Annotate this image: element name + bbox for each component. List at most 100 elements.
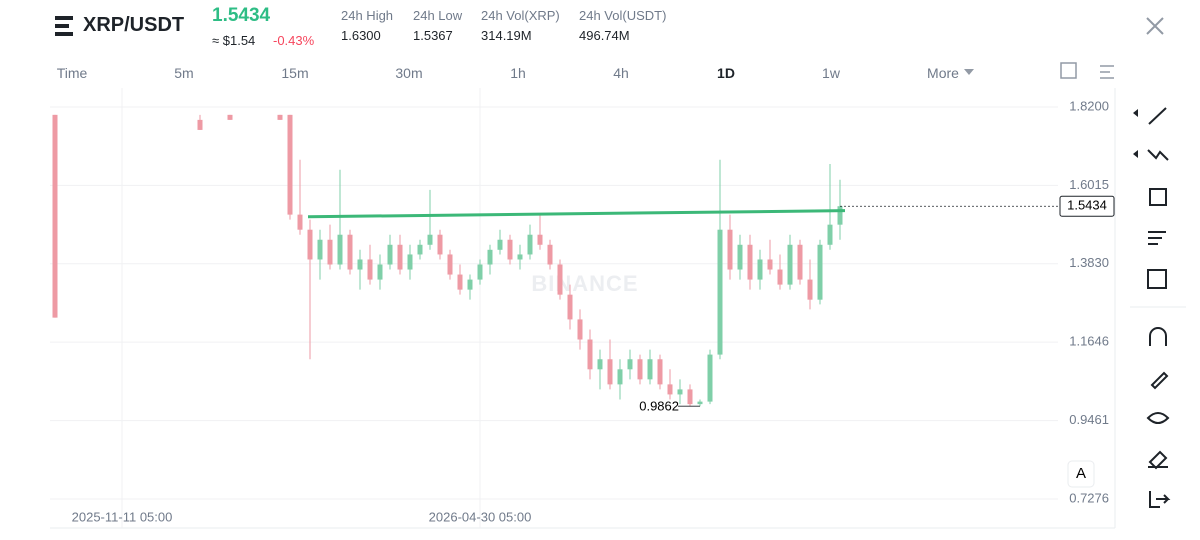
stat-label: 24h High bbox=[341, 8, 394, 23]
exit-tool[interactable] bbox=[1149, 491, 1171, 508]
candle-body bbox=[52, 114, 58, 318]
stat-label: 24h Vol(USDT) bbox=[579, 8, 667, 23]
candle-body bbox=[697, 401, 703, 405]
candle-body bbox=[497, 239, 503, 250]
candle-body bbox=[327, 239, 333, 265]
candle-body bbox=[717, 229, 723, 355]
candle-body bbox=[617, 369, 623, 385]
candle-body bbox=[357, 259, 363, 270]
fib-tool[interactable] bbox=[1147, 149, 1169, 161]
y-tick-label: 1.8200 bbox=[1069, 98, 1109, 113]
candle-body bbox=[767, 259, 773, 270]
trend-line-tool[interactable] bbox=[1148, 107, 1167, 125]
candle-body bbox=[557, 264, 563, 295]
low-marker-label: 0.9862 bbox=[639, 399, 679, 414]
timeframe-tab[interactable]: 1D bbox=[717, 65, 735, 81]
y-tick-label: 0.9461 bbox=[1069, 412, 1109, 427]
pencil-tool[interactable] bbox=[1150, 371, 1169, 390]
candle-body bbox=[227, 114, 233, 120]
price: 1.5434 bbox=[212, 5, 271, 26]
candle-body bbox=[647, 359, 653, 380]
candle-body bbox=[827, 224, 833, 245]
candle-body bbox=[457, 274, 463, 290]
candle-body bbox=[467, 279, 473, 290]
stat-label: 24h Vol(XRP) bbox=[481, 8, 560, 23]
candle-body bbox=[797, 244, 803, 280]
candle-body bbox=[757, 259, 763, 280]
y-tick-label: 1.1646 bbox=[1069, 334, 1109, 349]
auto-scale-label[interactable]: A bbox=[1076, 465, 1086, 482]
candle-body bbox=[547, 244, 553, 265]
candle-body bbox=[667, 384, 673, 395]
close-button[interactable] bbox=[1146, 17, 1164, 35]
y-tick-label: 1.3830 bbox=[1069, 255, 1109, 270]
timeframe-tab[interactable]: 15m bbox=[281, 65, 309, 81]
candle-body bbox=[787, 244, 793, 285]
text-tool[interactable] bbox=[1148, 231, 1166, 245]
candle-body bbox=[507, 239, 513, 260]
layout-button[interactable] bbox=[1060, 62, 1077, 79]
usd-price: ≈ $1.54 bbox=[212, 33, 256, 48]
stat-label: 24h Low bbox=[413, 8, 463, 23]
candle-body bbox=[317, 239, 323, 260]
tool-arrow bbox=[1133, 109, 1138, 158]
shape-tool[interactable] bbox=[1149, 188, 1167, 206]
candle-body bbox=[437, 234, 443, 255]
timeframe-tab[interactable]: 5m bbox=[174, 65, 194, 81]
eraser-tool[interactable] bbox=[1148, 450, 1168, 470]
stat-value: 1.5367 bbox=[413, 28, 453, 43]
stat-value: 496.74M bbox=[579, 28, 630, 43]
candle-body bbox=[627, 359, 633, 370]
candle-body bbox=[777, 269, 783, 285]
candle-body bbox=[347, 234, 353, 270]
measure-tool[interactable] bbox=[1147, 269, 1167, 289]
visibility-tool[interactable] bbox=[1146, 412, 1170, 424]
candle-body bbox=[477, 264, 483, 280]
candle-body bbox=[577, 319, 583, 340]
candle-body bbox=[197, 119, 203, 130]
candle-body bbox=[677, 389, 683, 395]
trend-line bbox=[307, 209, 846, 219]
candle-body bbox=[567, 294, 573, 320]
stat-value: 314.19M bbox=[481, 28, 532, 43]
timeframe-tab[interactable]: 1h bbox=[510, 65, 526, 81]
candle-body bbox=[817, 244, 823, 300]
logo bbox=[55, 16, 73, 36]
magnet-tool[interactable] bbox=[1149, 327, 1167, 346]
x-tick-label: 2025-11-11 05:00 bbox=[72, 509, 173, 524]
candle-body bbox=[367, 259, 373, 280]
candle-body bbox=[487, 249, 493, 265]
pair: XRP/USDT bbox=[83, 14, 185, 36]
candle-body bbox=[657, 359, 663, 385]
candle-body bbox=[727, 229, 733, 270]
candle-body bbox=[407, 254, 413, 270]
timeframe-tab[interactable]: 30m bbox=[395, 65, 423, 81]
y-tick-label: 0.7276 bbox=[1069, 490, 1109, 505]
candle-body bbox=[337, 234, 343, 265]
timeframe-tab[interactable]: Time bbox=[56, 65, 88, 81]
candle-body bbox=[307, 229, 313, 260]
timeframe-tab[interactable]: 4h bbox=[613, 65, 629, 81]
candle-body bbox=[837, 206, 843, 225]
timeframe-tab[interactable]: 1w bbox=[822, 65, 840, 81]
toolbar bbox=[1060, 17, 1171, 508]
stat-value: 1.6300 bbox=[341, 28, 381, 43]
settings-button[interactable] bbox=[1100, 65, 1114, 79]
change: -0.43% bbox=[273, 33, 315, 48]
timeframe-tab[interactable]: More bbox=[927, 65, 959, 81]
candle-body bbox=[427, 234, 433, 245]
candle-body bbox=[737, 244, 743, 270]
candle-body bbox=[377, 264, 383, 280]
auto-scale-button[interactable] bbox=[1067, 460, 1095, 488]
candle-body bbox=[277, 114, 283, 120]
candle-body bbox=[397, 244, 403, 270]
y-tick-label: 1.6015 bbox=[1069, 177, 1109, 192]
candle-body bbox=[687, 389, 693, 405]
last-price-tag bbox=[1059, 195, 1115, 217]
x-tick-label: 2026-04-30 05:00 bbox=[429, 509, 532, 524]
candle-body bbox=[287, 114, 293, 215]
candle-body bbox=[537, 234, 543, 245]
candle-body bbox=[417, 244, 423, 255]
